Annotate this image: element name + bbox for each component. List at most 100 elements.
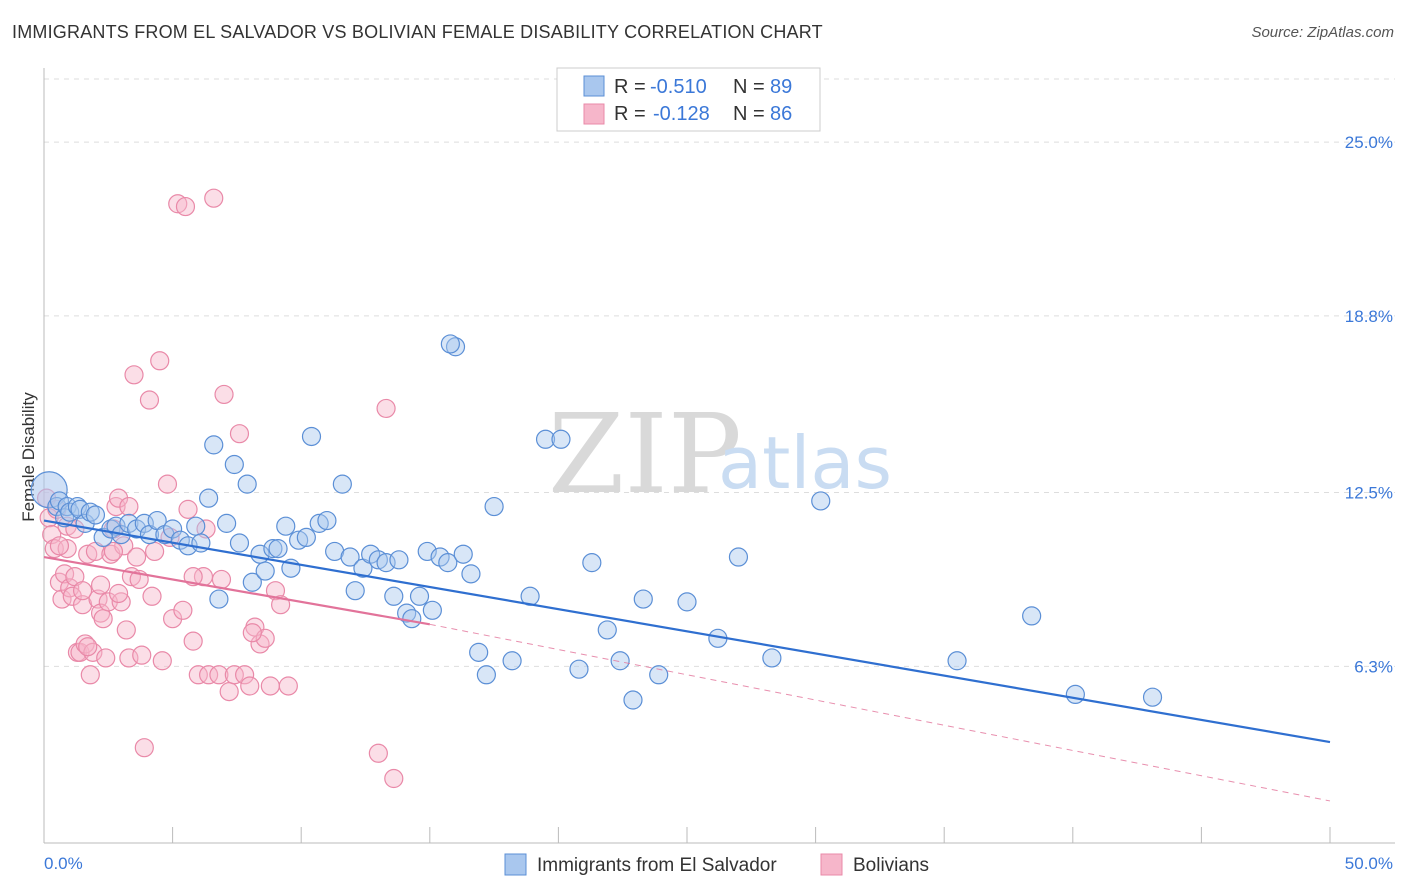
data-point-blue — [484, 496, 504, 517]
data-point-blue — [255, 561, 275, 581]
data-point-pink — [219, 682, 239, 702]
trend-line-blue — [43, 519, 1331, 744]
y-tick-labels: 6.3% 12.5% 18.8% 25.0% — [1345, 133, 1393, 676]
data-point-blue — [677, 592, 697, 612]
data-point-pink — [211, 569, 232, 590]
data-point-pink — [188, 665, 208, 685]
x-tick-labels: 0.0% 50.0% — [44, 854, 1393, 873]
data-point-pink — [260, 676, 280, 696]
data-point-pink — [93, 609, 113, 629]
data-point-blue — [209, 589, 229, 609]
data-point-blue — [569, 659, 589, 679]
y-tick-label: 12.5% — [1345, 484, 1393, 503]
axes — [43, 68, 1395, 844]
x-tick-label-min: 0.0% — [44, 854, 83, 873]
data-point-blue — [368, 550, 388, 570]
data-point-blue — [301, 426, 322, 447]
data-point-pink — [240, 676, 260, 696]
legend-r-label-pink: R = — [614, 103, 646, 125]
data-point-blue — [469, 642, 489, 662]
y-tick-label: 18.8% — [1345, 307, 1393, 326]
data-point-pink — [368, 743, 388, 763]
data-point-pink — [114, 536, 134, 556]
data-point-pink — [168, 194, 188, 214]
watermark: ZIP atlas — [548, 390, 892, 518]
trend-line-pink — [43, 555, 430, 626]
data-point-blue — [289, 530, 309, 550]
legend-box: R = -0.510 N = 89 R = -0.128 N = 86 — [556, 67, 821, 132]
data-point-blue — [263, 539, 283, 559]
data-point-pink — [119, 496, 139, 517]
data-point-pink — [229, 424, 250, 444]
data-point-blue — [947, 651, 967, 671]
data-point-pink — [144, 541, 165, 562]
data-point-pink — [376, 398, 396, 419]
data-point-blue — [811, 491, 831, 511]
data-point-blue — [384, 586, 404, 606]
data-point-blue — [163, 519, 183, 539]
data-point-blue — [186, 516, 206, 536]
bottom-legend: Immigrants from El Salvador Bolivians — [504, 853, 929, 876]
data-point-pink — [152, 651, 172, 671]
data-point-pink — [90, 575, 111, 595]
chart-title: IMMIGRANTS FROM EL SALVADOR VS BOLIVIAN … — [12, 22, 823, 42]
data-point-blue — [762, 648, 782, 668]
data-point-pink — [178, 499, 198, 519]
data-point-pink — [42, 524, 62, 545]
data-point-blue — [461, 564, 481, 584]
data-point-blue — [597, 620, 617, 640]
data-point-blue — [332, 474, 352, 494]
data-point-blue — [340, 547, 360, 567]
data-point-blue — [728, 547, 749, 567]
data-point-blue — [85, 505, 106, 525]
data-point-pink — [214, 384, 234, 405]
data-point-blue — [535, 429, 556, 449]
bottom-legend-label-blue: Immigrants from El Salvador — [537, 855, 777, 876]
data-point-pink — [384, 768, 404, 789]
x-tick-label-max: 50.0% — [1345, 854, 1393, 873]
legend-r-value-blue: -0.510 — [650, 76, 707, 98]
legend-swatch-pink — [583, 103, 605, 125]
trend-extension-pink — [429, 623, 1331, 802]
data-point-pink — [209, 665, 229, 685]
data-point-pink — [108, 583, 129, 604]
data-point-pink — [132, 645, 152, 665]
data-point-blue — [1142, 687, 1163, 707]
data-point-pink — [96, 648, 116, 668]
data-point-blue — [229, 533, 250, 553]
trend-lines — [43, 519, 1331, 802]
data-point-blue — [389, 550, 409, 570]
data-point-blue — [217, 513, 237, 533]
legend-n-label-blue: N = — [733, 76, 765, 98]
legend-n-value-blue: 89 — [770, 76, 792, 98]
data-point-blue — [242, 572, 262, 592]
data-point-pink — [124, 365, 144, 385]
data-point-pink — [224, 665, 244, 685]
data-point-blue — [551, 429, 571, 449]
data-point-pink — [278, 676, 298, 696]
data-point-blue — [445, 337, 466, 357]
legend-r-value-pink: -0.128 — [653, 103, 710, 125]
data-point-pink — [175, 196, 196, 217]
data-point-pink — [103, 541, 124, 562]
data-point-blue — [440, 334, 460, 354]
data-point-pink — [242, 623, 262, 643]
data-point-pink — [134, 738, 154, 758]
data-point-pink — [72, 581, 93, 601]
data-point-blue — [237, 474, 257, 494]
data-point-blue — [309, 513, 329, 533]
data-point-blue — [610, 651, 630, 671]
data-point-blue — [317, 510, 337, 531]
bottom-legend-swatch-pink — [820, 853, 843, 876]
source-credit: Source: ZipAtlas.com — [1251, 24, 1394, 41]
data-point-pink — [49, 536, 70, 556]
bottom-legend-swatch-blue — [504, 853, 527, 876]
legend-n-label-pink: N = — [733, 103, 765, 125]
data-point-pink — [199, 665, 219, 685]
data-point-pink — [204, 188, 224, 208]
data-point-blue — [402, 609, 422, 629]
data-point-blue — [224, 454, 244, 475]
data-point-blue — [1065, 684, 1085, 705]
data-point-blue — [199, 488, 219, 508]
